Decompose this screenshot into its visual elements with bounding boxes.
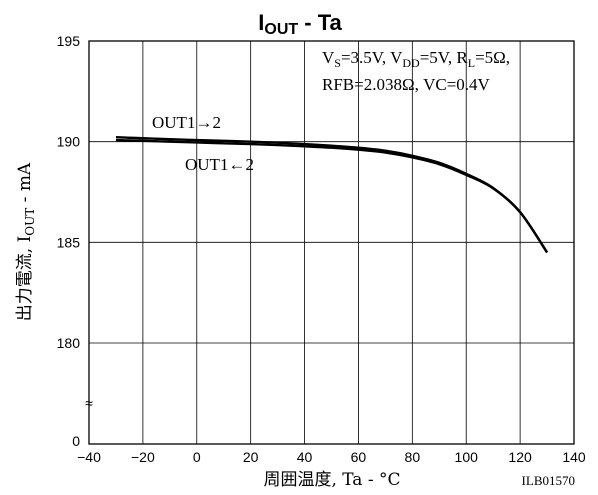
y-tick-labels: 195 190 185 180 0 — [57, 33, 81, 449]
y-tick-label-zero: 0 — [72, 433, 80, 449]
x-tick-label: 80 — [405, 449, 421, 465]
y-tick-label: 190 — [57, 134, 81, 150]
y-tick-label: 180 — [57, 335, 81, 351]
series-line-0 — [115, 136, 549, 254]
x-tick-label: 140 — [562, 449, 586, 465]
x-tick-labels: −40 −20 0 20 40 60 80 100 120 140 — [77, 449, 586, 465]
title-main: I — [258, 10, 264, 35]
x-tick-label: 60 — [351, 449, 367, 465]
x-tick-label: 100 — [455, 449, 479, 465]
y-tick-label: 195 — [57, 33, 81, 49]
series-group — [115, 136, 549, 254]
x-tick-label: 0 — [193, 449, 201, 465]
ylabel-sub: OUT — [23, 208, 37, 236]
ylabel-prefix: 出力電流, I — [15, 236, 35, 322]
x-tick-label: 20 — [243, 449, 259, 465]
series-label-out1-from-2: OUT1←2 — [185, 155, 254, 174]
conditions-line-1: VS=3.5V, VDD=5V, RL=5Ω, — [322, 48, 510, 70]
x-axis-label: 周囲温度, Ta - °C — [263, 470, 400, 490]
figure-code: ILB01570 — [522, 473, 575, 488]
x-tick-label: −20 — [131, 449, 155, 465]
series-label-out1-to-2: OUT1→2 — [152, 113, 221, 132]
chart-title: IOUT - Ta — [258, 10, 342, 38]
x-tick-label: −40 — [77, 449, 101, 465]
series-line-1 — [115, 138, 549, 254]
conditions-line-2: RFB=2.038Ω, VC=0.4V — [322, 75, 491, 94]
x-tick-label: 40 — [297, 449, 313, 465]
grid — [88, 40, 575, 444]
axis-break-symbol: ≈ — [85, 395, 93, 411]
y-axis-label: 出力電流, IOUT - mA — [15, 162, 37, 321]
x-tick-label: 120 — [508, 449, 532, 465]
title-sub: OUT — [264, 21, 298, 38]
plot-frame — [88, 40, 575, 445]
y-tick-label: 185 — [57, 234, 81, 250]
title-rest: - Ta — [298, 10, 342, 35]
ylabel-suffix: - mA — [15, 162, 35, 208]
